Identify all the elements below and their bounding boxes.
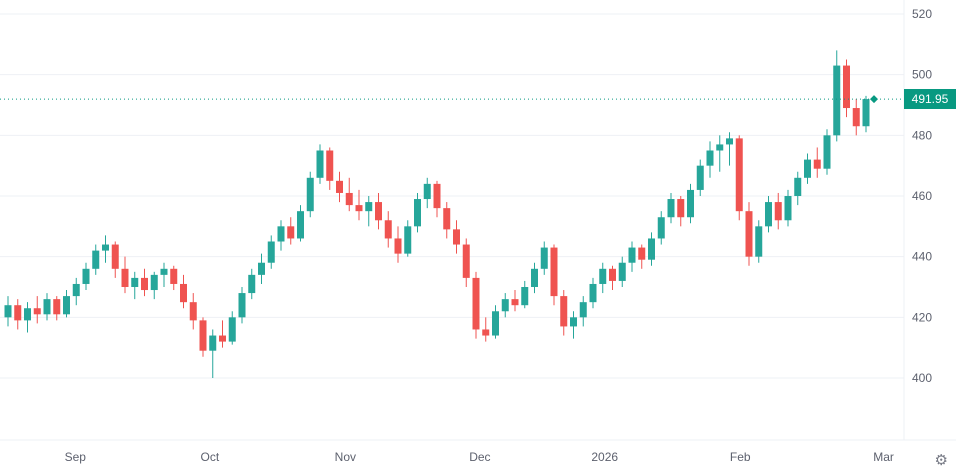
last-price-marker (870, 95, 878, 104)
price-tick-label: 520 (912, 7, 932, 21)
time-tick-label: Dec (469, 450, 490, 464)
time-tick-label: 2026 (591, 450, 618, 464)
price-tick-label: 420 (912, 310, 932, 324)
price-tick-label: 440 (912, 250, 932, 264)
grid-lines (0, 13, 904, 379)
price-tick-label: 480 (912, 128, 932, 142)
price-tick-label: 400 (912, 371, 932, 385)
price-tick-label: 460 (912, 189, 932, 203)
time-tick-label: Sep (65, 450, 87, 464)
price-axis[interactable]: 520 500 480 460 440 420 400 (912, 7, 932, 385)
time-tick-label: Feb (730, 450, 751, 464)
time-tick-label: Oct (200, 450, 219, 464)
price-tick-label: 500 (912, 68, 932, 82)
time-tick-label: Mar (873, 450, 894, 464)
time-axis[interactable]: Sep Oct Nov Dec 2026 Feb Mar (65, 450, 894, 464)
last-price-label: 491.95 (904, 89, 956, 109)
gear-icon[interactable]: ⚙ (934, 452, 948, 469)
time-tick-label: Nov (335, 450, 356, 464)
candles-series (4, 50, 870, 378)
